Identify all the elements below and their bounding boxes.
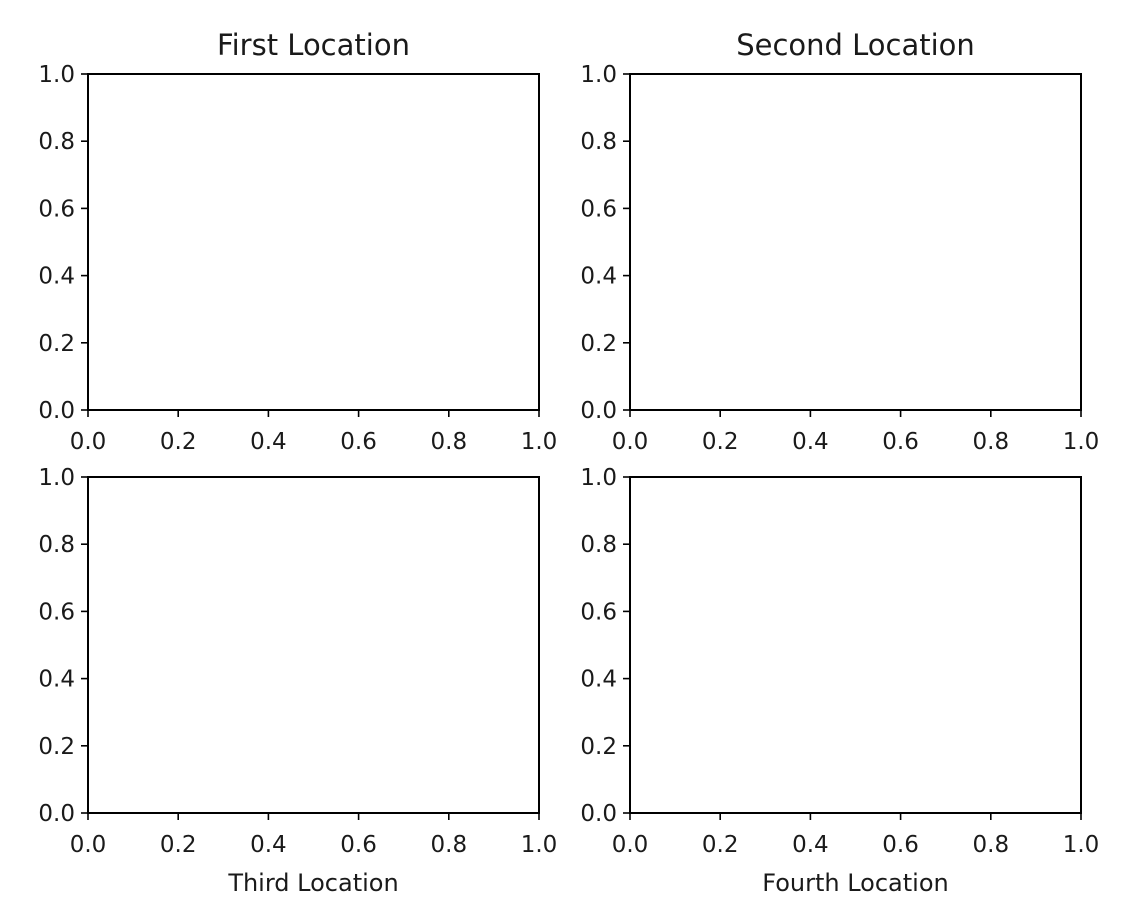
fourth-location-subplot-y-tick-label: 0.4 <box>580 667 617 693</box>
third-location-subplot-y-tick-label: 0.6 <box>38 599 75 625</box>
first-location-subplot-x-tick-label: 0.6 <box>340 429 377 455</box>
third-location-subplot-axes-frame <box>87 476 540 814</box>
third-location-subplot-x-tick-label: 1.0 <box>521 832 558 858</box>
fourth-location-subplot-y-tick-label: 1.0 <box>580 465 617 491</box>
second-location-subplot-x-tick-label: 0.6 <box>882 429 919 455</box>
second-location-subplot-x-tick-label: 1.0 <box>1063 429 1100 455</box>
first-location-subplot-x-tick-label: 0.0 <box>70 429 107 455</box>
fourth-location-subplot-x-tick-label: 0.2 <box>702 832 739 858</box>
second-location-subplot-x-tick-label: 0.8 <box>973 429 1010 455</box>
third-location-subplot-y-tick-label: 0.2 <box>38 734 75 760</box>
third-location-subplot-y-tick-label: 1.0 <box>38 465 75 491</box>
third-location-subplot-x-tick-label: 0.6 <box>340 832 377 858</box>
fourth-location-subplot-x-tick-label: 0.0 <box>612 832 649 858</box>
second-location-subplot-x-tick-label: 0.4 <box>792 429 829 455</box>
first-location-subplot-x-tick-label: 0.2 <box>160 429 197 455</box>
first-location-subplot-x-tick-label: 1.0 <box>521 429 558 455</box>
second-location-subplot-y-tick-label: 1.0 <box>580 62 617 88</box>
first-location-subplot-y-tick-label: 0.0 <box>38 398 75 424</box>
second-location-subplot-x-tick-label: 0.2 <box>702 429 739 455</box>
fourth-location-subplot-axes-frame <box>629 476 1082 814</box>
first-location-subplot-axes-frame <box>87 73 540 411</box>
first-location-subplot-y-tick-label: 0.4 <box>38 264 75 290</box>
third-location-subplot-x-tick-label: 0.0 <box>70 832 107 858</box>
second-location-subplot-x-tick-label: 0.0 <box>612 429 649 455</box>
third-location-subplot-x-tick-label: 0.4 <box>250 832 287 858</box>
third-location-subplot-x-tick-label: 0.8 <box>431 832 468 858</box>
fourth-location-subplot-x-tick-label: 1.0 <box>1063 832 1100 858</box>
second-location-subplot-y-tick-label: 0.2 <box>580 331 617 357</box>
fourth-location-subplot-y-tick-label: 0.0 <box>580 801 617 827</box>
first-location-subplot-x-tick-label: 0.4 <box>250 429 287 455</box>
fourth-location-subplot-x-tick-label: 0.4 <box>792 832 829 858</box>
third-location-subplot-y-tick-label: 0.4 <box>38 667 75 693</box>
second-location-subplot-axes-frame <box>629 73 1082 411</box>
second-location-subplot-y-tick-label: 0.0 <box>580 398 617 424</box>
second-location-subplot: 0.0 0.2 0.4 0.6 0.8 1.0 0.0 0.2 0.4 0.6 0.8 1.0 Seco… <box>580 28 1099 455</box>
fourth-location-subplot-x-axis-label: Fourth Location <box>762 869 948 897</box>
first-location-subplot-x-tick-label: 0.8 <box>431 429 468 455</box>
fourth-location-subplot-y-tick-label: 0.6 <box>580 599 617 625</box>
first-location-subplot-title: First Location <box>217 28 410 62</box>
third-location-subplot-x-tick-label: 0.2 <box>160 832 197 858</box>
fourth-location-subplot-x-tick-label: 0.8 <box>973 832 1010 858</box>
second-location-subplot-y-tick-label: 0.4 <box>580 264 617 290</box>
first-location-subplot-y-tick-label: 0.8 <box>38 129 75 155</box>
fourth-location-subplot-y-tick-label: 0.8 <box>580 532 617 558</box>
third-location-subplot-y-tick-label: 0.0 <box>38 801 75 827</box>
third-location-subplot-y-tick-label: 0.8 <box>38 532 75 558</box>
third-location-subplot: 0.0 0.2 0.4 0.6 0.8 1.0 0.0 0.2 0.4 0.6 0.8 1.0 Thir… <box>38 465 557 897</box>
first-location-subplot-y-tick-label: 0.2 <box>38 331 75 357</box>
fourth-location-subplot: 0.0 0.2 0.4 0.6 0.8 1.0 0.0 0.2 0.4 0.6 0.8 1.0 Four… <box>580 465 1099 897</box>
fourth-location-subplot-y-tick-label: 0.2 <box>580 734 617 760</box>
second-location-subplot-y-tick-label: 0.6 <box>580 196 617 222</box>
first-location-subplot-y-tick-label: 1.0 <box>38 62 75 88</box>
first-location-subplot-y-tick-label: 0.6 <box>38 196 75 222</box>
first-location-subplot: 0.0 0.2 0.4 0.6 0.8 1.0 0.0 0.2 0.4 0.6 0.8 1.0 Firs… <box>38 28 557 455</box>
second-location-subplot-title: Second Location <box>736 28 975 62</box>
third-location-subplot-x-axis-label: Third Location <box>227 869 398 897</box>
second-location-subplot-y-tick-label: 0.8 <box>580 129 617 155</box>
fourth-location-subplot-x-tick-label: 0.6 <box>882 832 919 858</box>
